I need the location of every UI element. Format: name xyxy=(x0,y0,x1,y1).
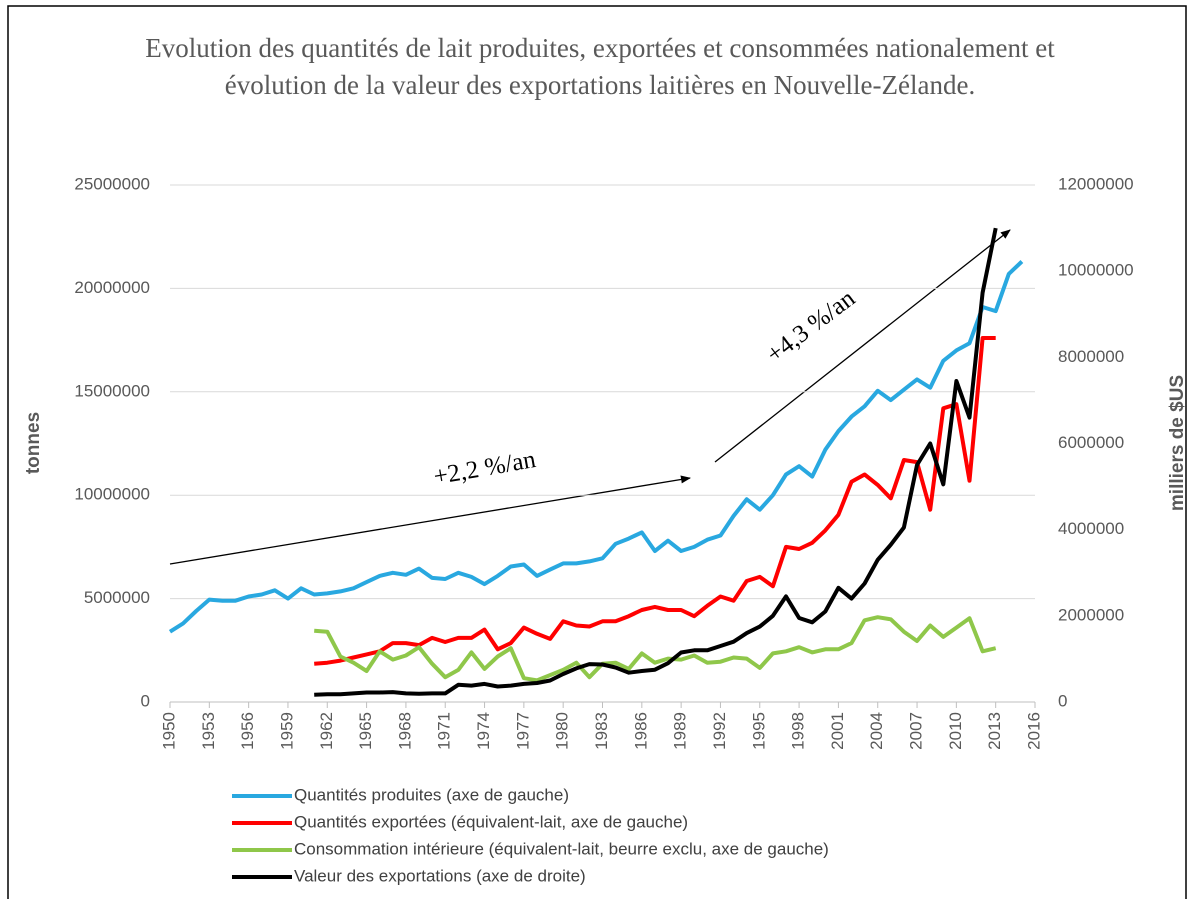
x-tick-label: 1956 xyxy=(238,712,257,750)
legend-label: Valeur des exportations (axe de droite) xyxy=(294,866,586,885)
y-tick-label: 15000000 xyxy=(74,381,150,400)
x-tick-label: 2013 xyxy=(985,712,1004,750)
annotation: +2,2 %/an xyxy=(432,446,539,491)
x-tick-label: 1950 xyxy=(159,712,178,750)
chart-title: Evolution des quantités de lait produite… xyxy=(145,33,1055,100)
x-tick-label: 1989 xyxy=(671,712,690,750)
series-line xyxy=(314,615,997,683)
y2-tick-label: 4000000 xyxy=(1058,519,1124,538)
x-tick-label: 2007 xyxy=(907,712,926,750)
x-tick-label: 1974 xyxy=(474,712,493,750)
legend-label: Consommation intérieure (équivalent-lait… xyxy=(294,839,829,858)
x-tick-label: 1965 xyxy=(356,712,375,750)
x-tick-label: 1962 xyxy=(317,712,336,750)
series-line xyxy=(314,336,996,666)
y2-tick-label: 12000000 xyxy=(1058,174,1134,193)
x-tick-label: 1995 xyxy=(749,712,768,750)
x-tick-label: 2016 xyxy=(1024,712,1043,750)
y2-tick-label: 8000000 xyxy=(1058,347,1124,366)
x-tick-label: 1953 xyxy=(199,712,218,750)
y2-tick-label: 10000000 xyxy=(1058,261,1134,280)
y2-tick-label: 0 xyxy=(1058,691,1067,710)
y2-axis-label: milliers de $US xyxy=(1167,375,1188,511)
x-tick-label: 1971 xyxy=(435,712,454,750)
x-tick-label: 1977 xyxy=(513,712,532,750)
legend-label: Quantités produites (axe de gauche) xyxy=(294,785,569,804)
x-tick-label: 1959 xyxy=(277,712,296,750)
y-tick-label: 20000000 xyxy=(74,278,150,297)
y-axis-label: tonnes xyxy=(23,412,44,474)
x-tick-label: 1983 xyxy=(592,712,611,750)
y-tick-label: 25000000 xyxy=(74,174,150,193)
x-tick-label: 1980 xyxy=(553,712,572,750)
x-tick-label: 1986 xyxy=(631,712,650,750)
x-tick-label: 2010 xyxy=(946,712,965,750)
x-tick-label: 1992 xyxy=(710,712,729,750)
x-tick-label: 1998 xyxy=(789,712,808,750)
legend-label: Quantités exportées (équivalent-lait, ax… xyxy=(294,812,688,831)
y-tick-label: 0 xyxy=(141,691,150,710)
y-tick-label: 5000000 xyxy=(84,588,150,607)
y2-tick-label: 2000000 xyxy=(1058,605,1124,624)
series-line xyxy=(314,227,998,697)
annotation: +4,3 %/an xyxy=(762,285,861,369)
trend-arrow xyxy=(714,229,1011,463)
x-tick-label: 2001 xyxy=(828,712,847,750)
trend-arrow xyxy=(169,475,691,565)
x-tick-label: 2004 xyxy=(867,712,886,750)
frame xyxy=(7,5,1187,899)
y-tick-label: 10000000 xyxy=(74,485,150,504)
y2-tick-label: 6000000 xyxy=(1058,433,1124,452)
x-tick-label: 1968 xyxy=(395,712,414,750)
series-line xyxy=(168,260,1024,634)
